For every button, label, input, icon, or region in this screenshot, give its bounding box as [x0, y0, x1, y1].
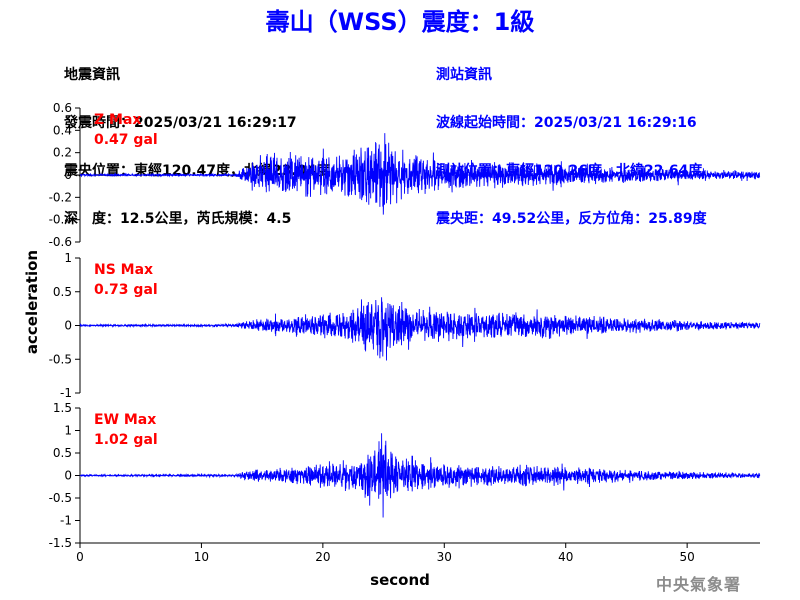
y-axis-label: acceleration — [23, 250, 41, 354]
max-value-ns: 0.73 gal — [94, 282, 158, 298]
y-tick-label: -1 — [60, 514, 72, 528]
epicentral-distance: 震央距：49.52公里，反方位角：25.89度 — [436, 211, 707, 227]
y-tick-label: 0 — [64, 319, 72, 333]
y-tick-label: 0.5 — [53, 446, 72, 460]
y-tick-label: 0.5 — [53, 285, 72, 299]
y-tick-label: 1.5 — [53, 401, 72, 415]
max-label-z: Z Max — [94, 112, 141, 128]
wave-start-time: 波線起始時間：2025/03/21 16:29:16 — [436, 115, 697, 131]
depth-magnitude: 深 度：12.5公里，芮氏規模：4.5 — [64, 211, 292, 227]
origin-time: 發震時間：2025/03/21 16:29:17 — [64, 115, 297, 131]
x-tick-label: 10 — [194, 550, 209, 564]
max-value-ew: 1.02 gal — [94, 432, 158, 448]
y-tick-label: -1.5 — [49, 536, 72, 550]
max-label-ns: NS Max — [94, 262, 153, 278]
y-tick-label: 0.2 — [53, 146, 72, 160]
y-tick-label: 0 — [64, 469, 72, 483]
y-tick-label: -0.5 — [49, 352, 72, 366]
max-label-ew: EW Max — [94, 412, 156, 428]
earthquake-info-heading: 地震資訊 — [64, 67, 120, 83]
y-tick-label: 0 — [64, 168, 72, 182]
y-tick-label: 1 — [64, 424, 72, 438]
x-tick-label: 40 — [558, 550, 573, 564]
y-tick-label: -0.5 — [49, 491, 72, 505]
waveform-ns — [79, 297, 761, 361]
waveform-z — [79, 133, 761, 215]
y-tick-label: -0.2 — [49, 190, 72, 204]
y-tick-label: -1 — [60, 386, 72, 400]
y-tick-label: -0.4 — [49, 213, 72, 227]
y-tick-label: -0.6 — [49, 235, 72, 249]
watermark: 中央氣象署 — [656, 575, 742, 594]
x-tick-label: 0 — [76, 550, 84, 564]
x-tick-label: 30 — [437, 550, 452, 564]
max-value-z: 0.47 gal — [94, 132, 158, 148]
y-tick-label: 0.6 — [53, 101, 72, 115]
station-info-heading: 測站資訊 — [436, 67, 492, 83]
x-tick-label: 20 — [315, 550, 330, 564]
x-axis-label: second — [370, 571, 430, 589]
x-tick-label: 50 — [680, 550, 695, 564]
waveform-ew — [79, 433, 761, 518]
y-tick-label: 0.4 — [53, 123, 72, 137]
page-title: 壽山（WSS）震度：1級 — [265, 8, 535, 36]
y-tick-label: 1 — [64, 251, 72, 265]
